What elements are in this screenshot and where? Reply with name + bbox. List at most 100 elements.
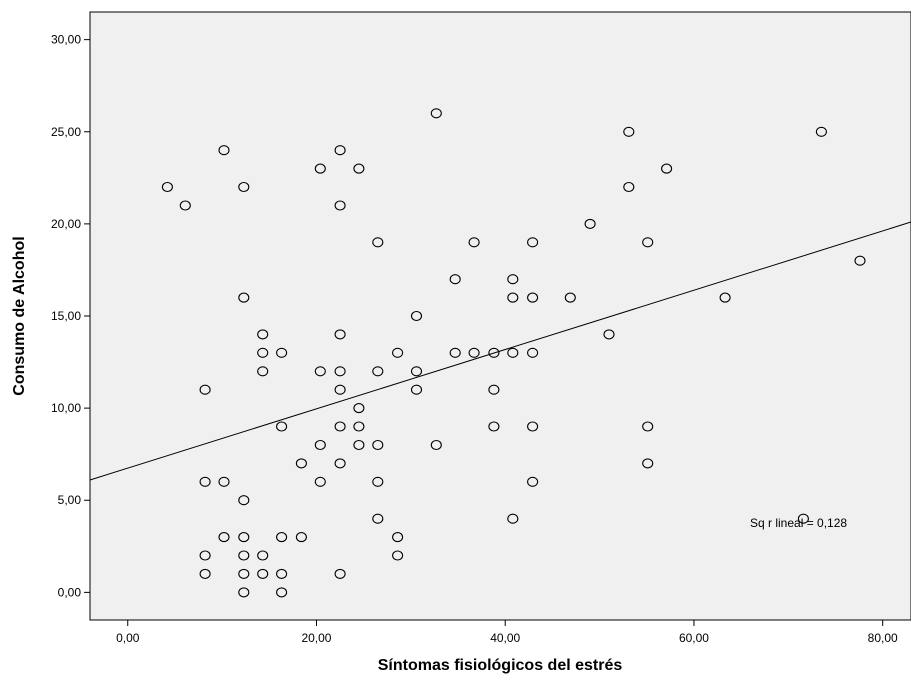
data-point	[238, 568, 250, 579]
data-point	[276, 532, 288, 543]
fit-line-layer	[89, 221, 911, 481]
data-point	[257, 568, 269, 579]
data-point	[353, 163, 365, 174]
data-point	[314, 163, 326, 174]
data-point	[468, 237, 480, 248]
data-point	[797, 513, 809, 524]
y-tick-label: 25,00	[51, 125, 81, 139]
data-point	[564, 292, 576, 303]
data-point	[372, 476, 384, 487]
data-point	[314, 439, 326, 451]
data-point	[218, 145, 230, 156]
data-point	[353, 421, 365, 432]
data-point	[334, 329, 346, 340]
data-point	[199, 568, 211, 579]
data-point	[507, 347, 519, 358]
x-tick-label: 80,00	[868, 631, 898, 645]
data-point	[199, 384, 211, 395]
data-point	[199, 550, 211, 561]
data-point	[372, 513, 384, 524]
data-point	[527, 237, 539, 248]
data-point	[218, 532, 230, 543]
data-point	[238, 181, 250, 193]
data-point	[334, 384, 346, 395]
points-layer	[161, 108, 866, 598]
data-point	[276, 587, 288, 598]
data-point	[199, 476, 211, 487]
data-point	[314, 366, 326, 377]
data-point	[276, 568, 288, 579]
data-point	[507, 292, 519, 303]
x-tick-label: 60,00	[679, 631, 709, 645]
data-point	[449, 274, 461, 285]
data-point	[527, 421, 539, 432]
data-point	[238, 550, 250, 561]
data-point	[642, 237, 654, 248]
y-tick-label: 10,00	[51, 401, 81, 415]
data-point	[584, 218, 596, 229]
data-point	[488, 347, 500, 358]
data-point	[488, 384, 500, 395]
data-point	[527, 347, 539, 358]
data-point	[334, 421, 346, 432]
data-point	[238, 495, 250, 506]
data-point	[257, 366, 269, 377]
data-point	[815, 126, 827, 137]
plot-area	[89, 11, 911, 621]
data-point	[410, 366, 423, 377]
data-point	[623, 181, 635, 193]
x-axis: 0,00 20,00 40,00 60,00 80,00	[116, 620, 898, 645]
y-axis: 0,00 5,00 10,00 15,00 20,00 25,00 30,00	[51, 33, 90, 599]
y-tick-label: 5,00	[58, 493, 82, 507]
data-point	[161, 181, 173, 193]
data-point	[642, 458, 654, 469]
data-point	[392, 532, 404, 543]
x-axis-title: Síntomas fisiológicos del estrés	[378, 657, 623, 674]
y-tick-label: 20,00	[51, 217, 81, 231]
y-tick-label: 0,00	[58, 585, 82, 599]
data-point	[334, 568, 346, 579]
data-point	[334, 200, 346, 211]
data-point	[623, 126, 635, 137]
r-squared-annotation: Sq r lineal = 0,128	[750, 516, 847, 530]
data-point	[334, 145, 346, 156]
x-tick-label: 40,00	[490, 631, 520, 645]
data-point	[661, 163, 673, 174]
x-tick-label: 20,00	[301, 631, 331, 645]
y-axis-title: Consumo de Alcohol	[11, 236, 28, 395]
data-point	[334, 458, 346, 469]
data-point	[468, 347, 480, 358]
data-point	[527, 476, 539, 487]
data-point	[719, 292, 731, 303]
data-point	[410, 384, 423, 395]
data-point	[257, 550, 269, 561]
data-point	[238, 532, 250, 543]
data-point	[603, 329, 615, 340]
data-point	[449, 347, 461, 358]
data-point	[430, 439, 442, 451]
data-point	[507, 274, 519, 285]
y-tick-label: 30,00	[51, 33, 81, 47]
data-point	[295, 458, 307, 469]
data-point	[238, 292, 250, 303]
x-tick-label: 0,00	[116, 631, 140, 645]
data-point	[372, 439, 384, 451]
data-point	[353, 403, 365, 414]
data-point	[238, 587, 250, 598]
data-point	[488, 421, 500, 432]
data-point	[179, 200, 191, 211]
data-point	[854, 255, 866, 266]
data-point	[295, 532, 307, 543]
data-point	[257, 347, 269, 358]
data-point	[276, 421, 288, 432]
data-point	[314, 476, 326, 487]
data-point	[334, 366, 346, 377]
data-point	[257, 329, 269, 340]
data-point	[507, 513, 519, 524]
data-point	[276, 347, 288, 358]
data-point	[372, 237, 384, 248]
data-point	[642, 421, 654, 432]
data-point	[353, 439, 365, 451]
data-point	[430, 108, 442, 119]
